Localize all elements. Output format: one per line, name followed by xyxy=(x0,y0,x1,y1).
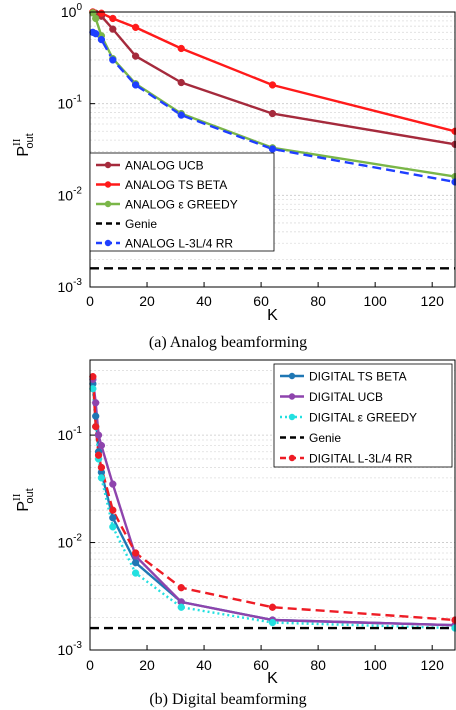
legend-marker xyxy=(104,161,112,169)
data-point xyxy=(89,372,97,381)
y-axis-label: PIIout xyxy=(11,133,36,156)
data-point xyxy=(268,109,277,118)
legend-entry: ANALOG L-3L/4 RR xyxy=(125,237,233,251)
data-point xyxy=(131,81,140,89)
data-point xyxy=(97,35,106,44)
legend-entry: ANALOG ε GREEDY xyxy=(125,198,238,212)
legend-marker xyxy=(288,413,296,421)
legend-entry: ANALOG TS BETA xyxy=(125,178,227,192)
data-point xyxy=(89,385,97,393)
digital-panel: 0 20 40 60 80 100 120 10-3 10-2 10-1 K PIIout DIGITA… xyxy=(11,359,456,708)
y-tick-label: 10-2 xyxy=(58,533,83,551)
legend-entry: Genie xyxy=(125,217,157,231)
data-point xyxy=(131,52,140,60)
legend-box xyxy=(273,363,453,468)
data-point xyxy=(109,14,117,23)
data-point xyxy=(268,81,277,89)
y-tick-label: 10-3 xyxy=(58,640,83,658)
y-tick-label: 10-1 xyxy=(58,94,83,112)
y-tick-label: 100 xyxy=(61,2,83,20)
x-tick-label: 20 xyxy=(139,657,155,673)
legend-marker xyxy=(288,372,296,380)
x-axis-label: K xyxy=(267,307,278,324)
x-tick-label: 120 xyxy=(421,657,445,673)
data-point xyxy=(131,549,140,557)
figure-caption: (a) Analog beamforming xyxy=(149,334,307,351)
data-point xyxy=(268,618,277,627)
data-point xyxy=(92,422,100,431)
y-tick-label: 10-2 xyxy=(58,185,83,203)
legend-entry: DIGITAL TS BETA xyxy=(309,370,407,384)
x-tick-label: 40 xyxy=(196,293,212,309)
data-point xyxy=(92,30,100,38)
data-point xyxy=(268,603,277,611)
legend-entry: DIGITAL ε GREEDY xyxy=(309,411,417,425)
data-point xyxy=(94,431,103,439)
legend-entry: DIGITAL UCB xyxy=(309,390,383,404)
analog-panel: 0 20 40 60 80 100 120 10-3 10-2 10-1 100 K PIIout ANA… xyxy=(11,2,456,351)
data-point xyxy=(131,569,140,577)
x-tick-label: 60 xyxy=(253,657,269,673)
data-point xyxy=(268,145,277,153)
x-tick-label: 120 xyxy=(421,293,445,309)
series-line xyxy=(91,388,456,630)
legend-marker xyxy=(104,181,112,188)
data-point xyxy=(94,451,103,459)
data-point xyxy=(131,559,140,567)
x-tick-label: 0 xyxy=(86,293,94,309)
data-point xyxy=(177,603,185,611)
legend-entry: ANALOG UCB xyxy=(125,159,204,173)
legend-marker xyxy=(288,454,296,462)
y-tick-label: 10-3 xyxy=(58,277,83,295)
data-point xyxy=(109,480,117,488)
data-point xyxy=(177,584,185,592)
data-point xyxy=(177,111,185,119)
legend-marker xyxy=(288,393,296,400)
x-axis-label: K xyxy=(267,670,278,687)
data-point xyxy=(177,78,185,87)
x-tick-label: 80 xyxy=(310,657,326,673)
x-tick-label: 60 xyxy=(253,293,269,309)
axes-frame xyxy=(89,359,456,651)
x-tick-label: 100 xyxy=(363,293,387,309)
data-point xyxy=(109,506,117,514)
data-point xyxy=(109,25,117,33)
axes-frame xyxy=(89,11,456,288)
legend-entry: Genie xyxy=(309,431,341,445)
figure-caption: (b) Digital beamforming xyxy=(149,691,306,708)
data-point xyxy=(177,44,185,53)
legend-marker xyxy=(104,200,112,208)
data-point xyxy=(97,474,106,482)
x-tick-label: 20 xyxy=(139,293,155,309)
data-point xyxy=(92,14,100,23)
data-point xyxy=(109,523,117,531)
data-point xyxy=(92,399,100,407)
data-point xyxy=(97,463,106,472)
data-point xyxy=(97,441,106,450)
y-tick-label: 10-1 xyxy=(58,425,83,443)
data-point xyxy=(97,9,106,17)
x-tick-label: 80 xyxy=(310,293,326,309)
y-axis-label: PIIout xyxy=(11,488,36,511)
legend-marker xyxy=(104,239,112,247)
x-tick-label: 40 xyxy=(196,657,212,673)
legend-box xyxy=(89,152,275,252)
data-point xyxy=(131,23,140,32)
x-tick-label: 0 xyxy=(86,657,94,673)
x-tick-label: 100 xyxy=(363,657,387,673)
data-point xyxy=(109,514,117,522)
data-point xyxy=(92,412,100,420)
data-point xyxy=(109,56,117,64)
legend-entry: DIGITAL L-3L/4 RR xyxy=(309,452,413,466)
